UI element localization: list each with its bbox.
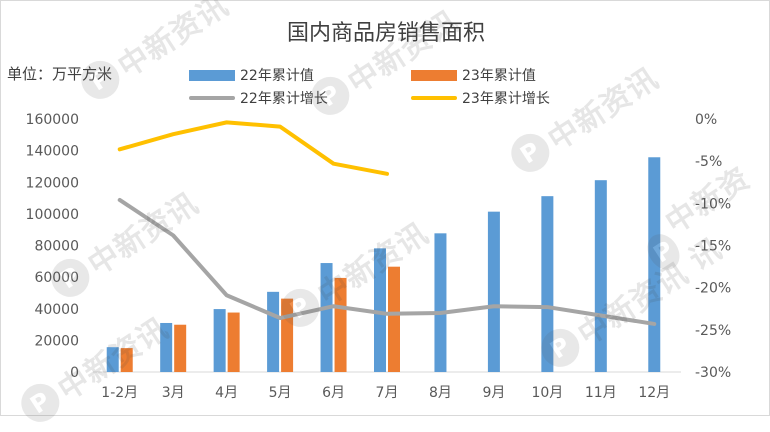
legend-item-22-growth: 22年累计增长 xyxy=(189,88,328,108)
y-axis-unit-label: 单位：万平方米 xyxy=(7,65,113,83)
y2-axis-tick-label: -20% xyxy=(695,281,731,297)
bar-22-cumulative xyxy=(594,180,607,372)
line-23-growth xyxy=(117,120,389,176)
bar-22-cumulative xyxy=(160,322,173,372)
x-axis-tick-label: 7月 xyxy=(376,385,399,401)
bar-22-cumulative xyxy=(648,157,661,372)
x-axis-tick-label: 8月 xyxy=(429,385,452,401)
bar-23-cumulative xyxy=(388,266,400,372)
legend-label-23-growth: 23年累计增长 xyxy=(462,91,550,107)
x-axis-tick-label: 3月 xyxy=(162,385,185,401)
legend-swatch-22-growth xyxy=(189,96,235,100)
legend-swatch-22-cumulative xyxy=(189,69,235,81)
bar-22-cumulative xyxy=(541,196,554,372)
legend-item-23-cumulative: 23年累计值 xyxy=(411,65,536,85)
x-axis-tick-label: 6月 xyxy=(322,385,345,401)
y-axis-tick-label: 60000 xyxy=(34,270,79,286)
x-axis-tick-label: 12月 xyxy=(638,385,670,401)
bar-22-cumulative xyxy=(267,291,280,372)
bar-22-cumulative xyxy=(106,347,119,372)
y-axis-tick-label: 0 xyxy=(70,365,79,381)
legend-label-22-cumulative: 22年累计值 xyxy=(240,68,314,84)
x-axis-tick-label: 10月 xyxy=(531,385,563,401)
chart-plot: 0 20000 40000 60000 80000 100000 120000 140000 1… xyxy=(26,112,732,401)
y-axis-tick-label: 80000 xyxy=(34,239,79,255)
y2-axis-tick-label: -5% xyxy=(695,154,722,170)
y-axis-tick-label: 160000 xyxy=(26,112,79,128)
bar-22-cumulative xyxy=(213,309,226,372)
legend-swatch-23-cumulative xyxy=(411,69,457,81)
legend-item-22-cumulative: 22年累计值 xyxy=(189,65,314,85)
bar-23-cumulative xyxy=(174,324,187,372)
legend-item-23-growth: 23年累计增长 xyxy=(411,88,550,108)
x-axis-tick-label: 9月 xyxy=(482,385,505,401)
y2-axis-tick-label: 0% xyxy=(695,112,717,128)
x-axis-tick-label: 1-2月 xyxy=(101,385,138,401)
x-axis-tick-label: 5月 xyxy=(269,385,292,401)
bar-23-cumulative xyxy=(334,277,347,372)
chart-title: 国内商品房销售面积 xyxy=(286,21,485,46)
bar-22-cumulative xyxy=(320,263,333,372)
bar-23-cumulative xyxy=(227,312,240,372)
x-axis-tick-label: 4月 xyxy=(215,385,238,401)
legend-label-23-cumulative: 23年累计值 xyxy=(462,68,536,84)
legend-label-22-growth: 22年累计增长 xyxy=(240,91,328,107)
y-axis-tick-label: 140000 xyxy=(26,144,79,160)
bar-22-cumulative xyxy=(434,233,447,372)
bar-23-cumulative xyxy=(120,348,133,372)
bar-22-cumulative xyxy=(487,211,500,372)
y2-axis-tick-label: -25% xyxy=(695,323,731,339)
bar-22-cumulative xyxy=(374,248,386,372)
y2-axis-tick-label: -30% xyxy=(695,365,731,381)
bar-23-cumulative xyxy=(281,298,294,372)
y2-axis-tick-label: -10% xyxy=(695,196,731,212)
line-22-growth xyxy=(117,197,657,326)
y-axis-tick-label: 20000 xyxy=(34,333,79,349)
x-axis-tick-label: 11月 xyxy=(585,385,617,401)
y-axis-tick-label: 40000 xyxy=(34,302,79,318)
y-axis-tick-label: 100000 xyxy=(26,207,79,223)
legend-swatch-23-growth xyxy=(411,96,457,100)
y2-axis-tick-label: -15% xyxy=(695,239,731,255)
y-axis-tick-label: 120000 xyxy=(26,175,79,191)
